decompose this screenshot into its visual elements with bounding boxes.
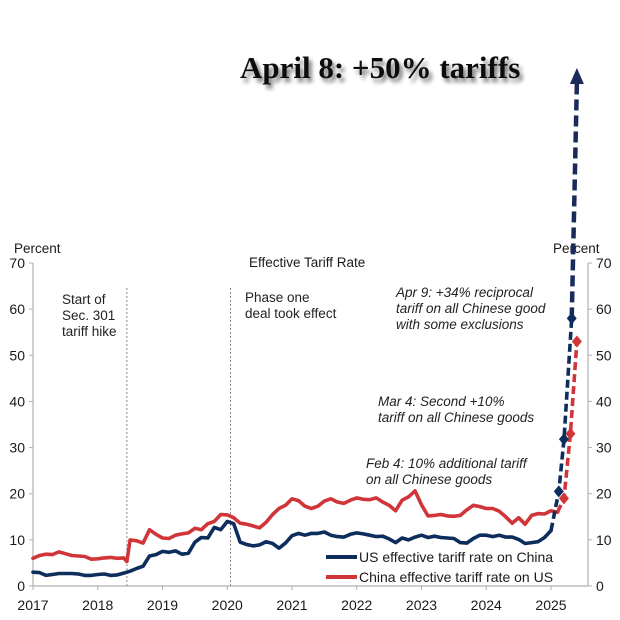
- headline: April 8: +50% tariffs: [240, 50, 520, 85]
- legend-label-us: US effective tariff rate on China: [359, 549, 553, 565]
- annotation-text: tariff on all Chinese good: [396, 301, 546, 316]
- annotation-text: Mar 4: Second +10%: [378, 394, 504, 409]
- escalation-arrow-shaft: [569, 81, 580, 319]
- y-tick-label-right: 50: [596, 347, 612, 363]
- legend: US effective tariff rate on China China …: [326, 549, 553, 585]
- us-escalation-line: [549, 318, 574, 531]
- y-tick-label-right: 70: [596, 255, 612, 271]
- y-tick-label-left: 20: [9, 486, 25, 502]
- china-escalation-line: [555, 341, 579, 513]
- china-tariff-line: [31, 489, 560, 564]
- y-tick-label-right: 60: [596, 301, 612, 317]
- y-axis-label-right: Percent: [553, 241, 600, 256]
- annotation-text: Apr 9: +34% reciprocal: [395, 285, 534, 300]
- us-escalation-marker: [558, 433, 569, 446]
- y-tick-label-right: 40: [596, 393, 612, 409]
- china-escalation-marker: [565, 427, 576, 440]
- y-tick-label-right: 30: [596, 440, 612, 456]
- y-tick-label-left: 60: [9, 301, 25, 317]
- x-tick-label: 2022: [341, 597, 372, 613]
- event-label: tariff hike: [62, 324, 117, 339]
- y-tick-label-left: 30: [9, 440, 25, 456]
- y-tick-label-right: 0: [596, 578, 604, 594]
- y-tick-label-right: 20: [596, 486, 612, 502]
- event-label: Start of: [62, 292, 106, 307]
- series-lines: [31, 489, 560, 578]
- escalation-lines: [549, 68, 584, 531]
- x-tick-label: 2019: [147, 597, 178, 613]
- y-tick-label-left: 10: [9, 532, 25, 548]
- legend-label-china: China effective tariff rate on US: [359, 569, 553, 585]
- y-tick-label-left: 70: [9, 255, 25, 271]
- annotation-text: with some exclusions: [396, 317, 524, 332]
- x-tick-label: 2017: [17, 597, 48, 613]
- chart-title: Effective Tariff Rate: [249, 255, 365, 270]
- annotation-text: on all Chinese goods: [366, 472, 492, 487]
- annotation-text: Feb 4: 10% additional tariff: [366, 456, 528, 471]
- x-tick-label: 2023: [406, 597, 437, 613]
- event-label: Phase one: [245, 290, 310, 305]
- y-axis-label-left: Percent: [14, 241, 61, 256]
- event-label: Sec. 301: [62, 308, 115, 323]
- x-tick-label: 2020: [212, 597, 243, 613]
- us-escalation-marker: [566, 312, 577, 325]
- x-tick-label: 2024: [471, 597, 502, 613]
- y-tick-label-left: 40: [9, 393, 25, 409]
- event-label: deal took effect: [245, 306, 337, 321]
- x-tick-label: 2021: [276, 597, 307, 613]
- x-tick-label: 2018: [82, 597, 113, 613]
- annotation-text: tariff on all Chinese goods: [378, 410, 534, 425]
- china-escalation-marker: [558, 492, 569, 505]
- y-tick-label-right: 10: [596, 532, 612, 548]
- china-escalation-marker: [571, 335, 582, 348]
- arrow-head-icon: [569, 68, 584, 84]
- y-tick-label-left: 50: [9, 347, 25, 363]
- us-escalation-marker: [553, 485, 564, 498]
- x-tick-label: 2025: [535, 597, 566, 613]
- y-tick-label-left: 0: [17, 578, 25, 594]
- us-tariff-line: [31, 519, 553, 578]
